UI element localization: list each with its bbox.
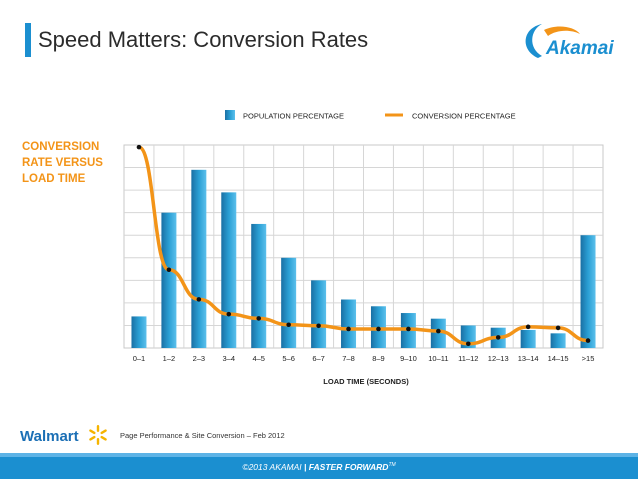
conversion-point-11–12 bbox=[465, 341, 471, 347]
walmart-logo-text: Walmart bbox=[20, 428, 79, 445]
akamai-logo-icon: Akamai bbox=[525, 24, 614, 59]
bar-14–15 bbox=[550, 333, 566, 348]
x-tick->15: >15 bbox=[582, 354, 595, 363]
bar-5–6 bbox=[281, 257, 297, 348]
x-tick-2–3: 2–3 bbox=[193, 354, 206, 363]
page-title: Speed Matters: Conversion Rates bbox=[38, 27, 369, 52]
bar-7–8 bbox=[341, 299, 357, 348]
line-series bbox=[136, 144, 591, 347]
x-tick-5–6: 5–6 bbox=[282, 354, 295, 363]
chart: POPULATION PERCENTAGE CONVERSION PERCENTA… bbox=[123, 110, 604, 386]
side-label: CONVERSION RATE VERSUS LOAD TIME bbox=[22, 141, 103, 185]
walmart-logo-icon: Walmart bbox=[20, 425, 107, 445]
bar-2–3 bbox=[191, 169, 207, 348]
bar-6–7 bbox=[311, 280, 327, 348]
conversion-point-12–13 bbox=[495, 335, 501, 340]
conversion-point-7–8 bbox=[346, 326, 351, 332]
x-tick-4–5: 4–5 bbox=[252, 354, 265, 363]
bar-1–2 bbox=[161, 212, 177, 348]
walmart-spark-icon bbox=[89, 425, 107, 445]
conversion-point-13–14 bbox=[525, 324, 531, 330]
bar-4–5 bbox=[251, 223, 267, 348]
x-tick-12–13: 12–13 bbox=[488, 354, 509, 363]
x-tick-3–4: 3–4 bbox=[223, 354, 236, 363]
footer-separator: | bbox=[304, 462, 307, 472]
conversion-point-4–5 bbox=[256, 316, 262, 321]
conversion-point-10–11 bbox=[436, 328, 441, 334]
conversion-point-0–1 bbox=[136, 144, 142, 150]
bar-0–1 bbox=[131, 316, 147, 348]
bar-13–14 bbox=[520, 329, 536, 348]
footer-stripe bbox=[0, 453, 638, 457]
x-tick-8–9: 8–9 bbox=[372, 354, 385, 363]
footer-trademark: TM bbox=[388, 462, 396, 469]
legend-swatch-population bbox=[225, 110, 235, 120]
conversion-point-2–3 bbox=[196, 297, 202, 302]
source-footnote: Page Performance & Site Conversion – Feb… bbox=[120, 431, 285, 440]
conversion-point-5–6 bbox=[286, 322, 291, 328]
conversion-point-6–7 bbox=[316, 323, 321, 329]
x-tick-13–14: 13–14 bbox=[518, 354, 539, 363]
x-tick-1–2: 1–2 bbox=[163, 354, 176, 363]
conversion-point->15 bbox=[585, 338, 591, 343]
bar->15 bbox=[580, 235, 596, 348]
conversion-point-9–10 bbox=[406, 326, 411, 332]
footer-band bbox=[0, 457, 638, 479]
footer-copyright: ©2013 AKAMAI bbox=[242, 462, 302, 472]
x-tick-0–1: 0–1 bbox=[133, 354, 146, 363]
chart-grid bbox=[123, 144, 604, 349]
legend: POPULATION PERCENTAGE CONVERSION PERCENTA… bbox=[225, 110, 516, 121]
akamai-logo-text: Akamai bbox=[545, 38, 614, 59]
legend-label-population: POPULATION PERCENTAGE bbox=[243, 112, 344, 121]
x-tick-14–15: 14–15 bbox=[548, 354, 569, 363]
legend-label-conversion: CONVERSION PERCENTAGE bbox=[412, 112, 516, 121]
x-tick-7–8: 7–8 bbox=[342, 354, 355, 363]
x-tick-6–7: 6–7 bbox=[312, 354, 325, 363]
conversion-point-1–2 bbox=[166, 267, 172, 273]
x-tick-labels: 0–1 1–2 2–3 3–4 4–5 5–6 6–7 7–8 8–9 9–10 10–11 11–1… bbox=[133, 354, 595, 363]
conversion-point-8–9 bbox=[376, 326, 381, 332]
x-tick-9–10: 9–10 bbox=[400, 354, 417, 363]
conversion-point-14–15 bbox=[555, 325, 561, 331]
x-tick-10–11: 10–11 bbox=[428, 354, 448, 363]
bar-3–4 bbox=[221, 192, 237, 348]
title-accent-bar bbox=[25, 23, 31, 57]
footer-text: ©2013 AKAMAI | FASTER FORWARDTM bbox=[0, 462, 638, 472]
x-tick-11–12: 11–12 bbox=[458, 354, 478, 363]
footer-tagline: FASTER FORWARD bbox=[308, 462, 389, 472]
x-axis-label: LOAD TIME (SECONDS) bbox=[323, 377, 409, 386]
conversion-point-3–4 bbox=[226, 311, 232, 317]
